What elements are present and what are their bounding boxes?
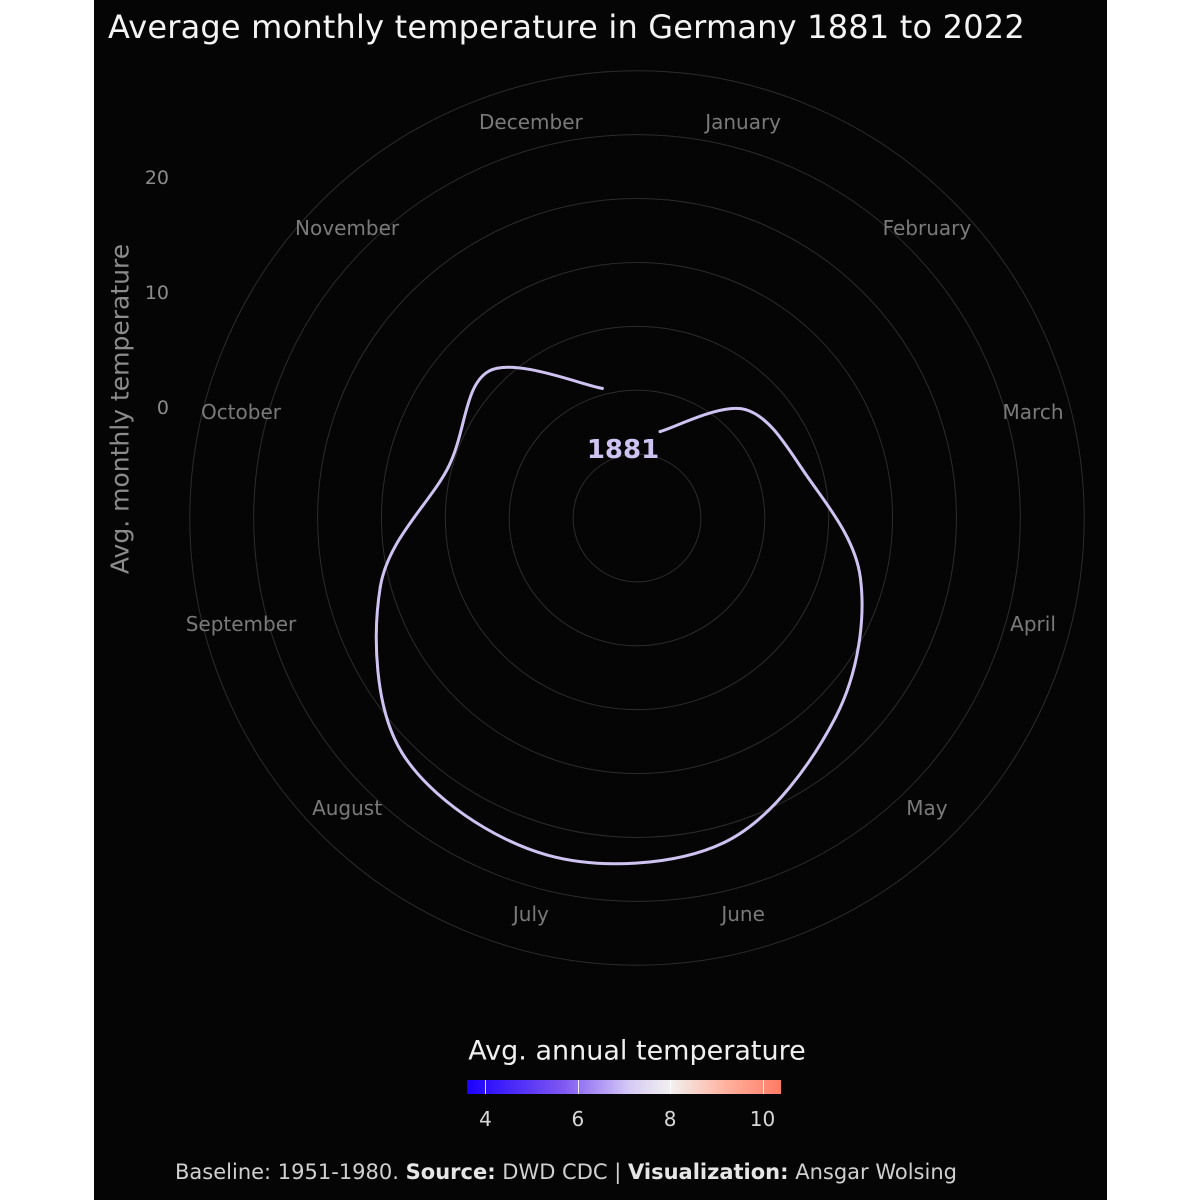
caption-viz: Ansgar Wolsing [795,1160,957,1184]
y-tick-0: 0 [156,397,169,419]
legend-colorbar [467,1080,781,1094]
legend-title: Avg. annual temperature [468,1035,806,1067]
y-axis-label: Avg. monthly temperature [105,243,135,575]
month-label-october: October [200,399,281,424]
grid-circle-5 [253,134,1021,902]
data-point-march [803,471,807,475]
month-label-september: September [185,612,297,637]
data-point-february [743,408,747,412]
data-point-january [658,430,662,434]
legend-tickmark-4 [485,1080,487,1094]
data-point-april [858,576,862,580]
caption-source-label: Source: [405,1160,496,1184]
month-label-may: May [906,795,948,820]
chart-title: Average monthly temperature in Germany 1… [108,8,1025,46]
caption: Baseline: 1951-1980. Source: DWD CDC | V… [175,1160,957,1184]
grid-circle-4 [317,198,957,838]
month-label-august: August [312,795,383,820]
month-label-april: April [1010,612,1056,637]
y-tick-10: 10 [144,282,169,304]
grid-circle-1 [508,389,766,647]
data-point-november [488,369,492,373]
month-label-june: June [721,902,765,927]
month-label-february: February [882,216,972,241]
data-point-july [545,853,549,857]
caption-baseline: Baseline: 1951-1980. [175,1160,399,1184]
legend-tickmark-8 [670,1080,672,1094]
caption-separator: | [614,1160,622,1184]
data-point-may [834,715,838,719]
data-point-october [446,465,450,469]
year-label: 1881 [586,435,660,465]
month-label-november: November [295,216,400,241]
data-point-june [722,841,726,845]
data-point-august [400,751,404,755]
grid-circle-3 [380,261,894,775]
data-point-september [378,585,382,589]
month-label-march: March [1002,399,1064,424]
legend-ticklabel-4: 4 [479,1107,492,1131]
grid-circle-6 [189,70,1085,966]
series-points [378,369,862,857]
legend-ticklabel-10: 10 [749,1107,776,1131]
legend-ticklabel-6: 6 [571,1107,585,1131]
y-tick-20: 20 [144,167,169,189]
legend-tickmark-10 [762,1080,764,1094]
grid-circle-2 [444,325,830,711]
caption-viz-label: Visualization: [628,1160,789,1184]
month-label-january: January [705,109,782,134]
grid-circles [189,70,1085,966]
data-point-december [600,386,604,390]
grid-circle-0 [572,453,702,583]
month-label-december: December [479,109,583,134]
legend-ticklabel-8: 8 [663,1107,677,1131]
legend-tickmark-6 [577,1080,579,1094]
caption-source: DWD CDC [502,1160,608,1184]
month-label-july: July [512,902,549,927]
